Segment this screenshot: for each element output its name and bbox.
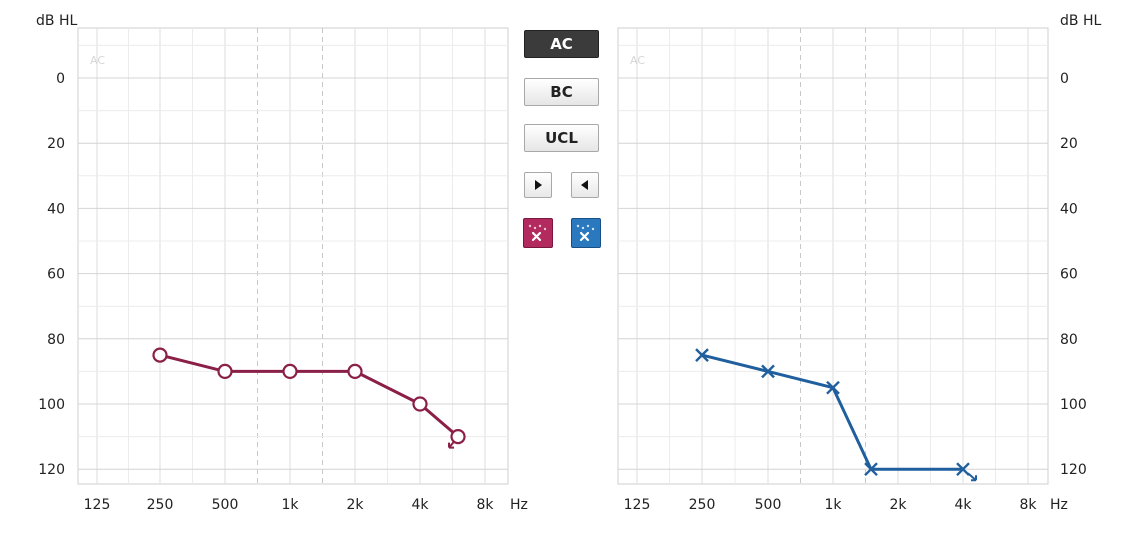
y-tick-label: 120 xyxy=(38,462,65,478)
threshold-marker-circle[interactable] xyxy=(282,363,298,379)
no-response-arrow xyxy=(967,472,977,482)
bc-button[interactable]: BC xyxy=(524,78,599,106)
x-tick-label: 125 xyxy=(624,497,651,513)
x-tick-label: 8k xyxy=(476,497,494,513)
y-tick-label: 0 xyxy=(56,71,65,87)
x-tick-label: 250 xyxy=(147,497,174,513)
y-tick-label: 0 xyxy=(1060,71,1069,87)
threshold-marker-circle[interactable] xyxy=(152,347,168,363)
y-unit-label-left: dB HL xyxy=(36,13,77,29)
x-unit-label-left: Hz xyxy=(510,497,528,513)
y-tick-label: 40 xyxy=(47,201,65,217)
y-tick-label: 100 xyxy=(38,397,65,413)
y-tick-label: 120 xyxy=(1060,462,1087,478)
threshold-marker-cross[interactable] xyxy=(761,364,775,379)
threshold-marker-circle[interactable] xyxy=(217,363,233,379)
masking-left-ear-button[interactable] xyxy=(571,218,601,248)
masking-right-ear-button[interactable] xyxy=(523,218,553,248)
x-tick-label: 1k xyxy=(281,497,299,513)
right-ear-audiogram[interactable]: AC 0 20 40 60 80 100 120 125 250 500 1k 2k 4k 8k xyxy=(38,27,509,513)
prev-button[interactable] xyxy=(571,172,599,198)
ac-button[interactable]: AC xyxy=(524,30,599,58)
threshold-marker-circle[interactable] xyxy=(450,429,466,445)
x-tick-label: 1k xyxy=(824,497,842,513)
x-tick-label: 2k xyxy=(346,497,364,513)
left-ear-audiogram[interactable]: AC 0 20 40 60 80 100 120 125 250 500 1k 2k 4k 8k xyxy=(617,27,1087,513)
x-tick-label: 500 xyxy=(212,497,239,513)
threshold-marker-cross[interactable] xyxy=(826,380,840,395)
x-tick-label: 4k xyxy=(954,497,972,513)
y-tick-label: 100 xyxy=(1060,397,1087,413)
x-unit-label-right: Hz xyxy=(1050,497,1068,513)
next-button[interactable] xyxy=(524,172,552,198)
x-tick-label: 4k xyxy=(411,497,429,513)
threshold-marker-cross[interactable] xyxy=(956,462,970,477)
panel-mode-label: AC xyxy=(90,54,105,67)
y-tick-label: 80 xyxy=(1060,332,1078,348)
ucl-button[interactable]: UCL xyxy=(524,124,599,152)
y-tick-label: 60 xyxy=(1060,267,1078,283)
y-tick-label: 40 xyxy=(1060,201,1078,217)
panel-mode-label: AC xyxy=(630,54,645,67)
y-unit-label-right: dB HL xyxy=(1060,13,1101,29)
y-tick-label: 20 xyxy=(1060,136,1078,152)
threshold-line xyxy=(159,353,459,438)
no-response-arrow xyxy=(448,440,455,449)
x-tick-label: 8k xyxy=(1019,497,1037,513)
masking-right-ear-icon xyxy=(528,224,547,242)
x-tick-label: 250 xyxy=(689,497,716,513)
y-tick-label: 60 xyxy=(47,267,65,283)
play-left-icon xyxy=(581,180,588,190)
threshold-marker-cross[interactable] xyxy=(695,348,709,362)
x-tick-label: 500 xyxy=(755,497,782,513)
threshold-marker-circle[interactable] xyxy=(347,363,363,379)
plot-frame xyxy=(77,27,509,485)
x-tick-label: 125 xyxy=(84,497,111,513)
y-tick-label: 20 xyxy=(47,136,65,152)
x-tick-label: 2k xyxy=(889,497,907,513)
masking-left-ear-icon xyxy=(576,224,595,242)
y-tick-label: 80 xyxy=(47,332,65,348)
threshold-marker-circle[interactable] xyxy=(412,396,428,412)
play-right-icon xyxy=(535,180,542,190)
threshold-marker-cross[interactable] xyxy=(864,462,878,477)
